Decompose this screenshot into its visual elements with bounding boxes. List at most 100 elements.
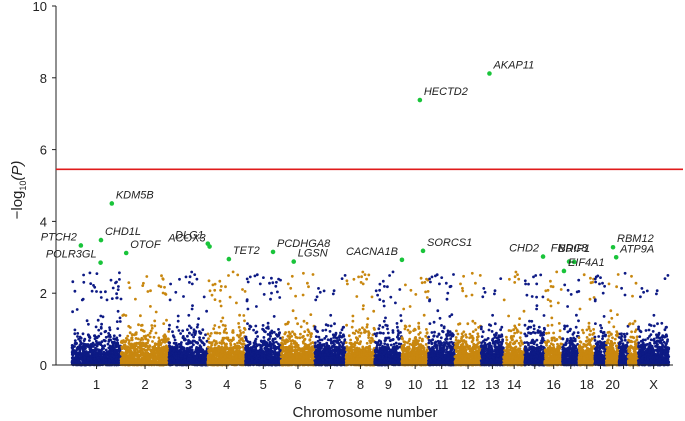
snp-point xyxy=(134,331,138,335)
snp-point xyxy=(264,359,268,363)
snp-point xyxy=(220,350,224,354)
snp-point xyxy=(163,357,167,361)
snp-point xyxy=(230,350,233,354)
snp-point xyxy=(261,324,265,327)
snp-point xyxy=(151,340,154,343)
snp-point xyxy=(241,358,245,362)
snp-point xyxy=(150,326,154,330)
snp-point xyxy=(99,325,103,329)
snp-point xyxy=(211,360,215,363)
snp-point xyxy=(238,353,242,357)
snp-point xyxy=(169,345,173,349)
snp-point xyxy=(301,335,305,339)
snp-point xyxy=(95,272,99,275)
snp-point xyxy=(269,297,272,301)
snp-point xyxy=(175,359,179,363)
snp-point xyxy=(169,282,173,286)
snp-point xyxy=(97,334,101,338)
snp-point xyxy=(241,288,244,291)
snp-point xyxy=(173,346,177,349)
snp-point xyxy=(274,284,278,288)
snp-point xyxy=(196,323,200,326)
snp-point xyxy=(299,332,302,336)
snp-point xyxy=(71,345,75,349)
chromosome-3-snps xyxy=(167,270,210,367)
snp-point xyxy=(111,286,115,290)
snp-point xyxy=(238,313,242,317)
snp-point xyxy=(185,342,189,346)
chromosome-5-snps xyxy=(244,273,283,367)
snp-point xyxy=(102,354,106,358)
snp-point xyxy=(191,304,194,307)
snp-point xyxy=(274,358,278,362)
snp-point xyxy=(252,344,256,347)
snp-point xyxy=(120,339,124,343)
snp-point xyxy=(95,344,99,348)
snp-point xyxy=(210,293,214,297)
snp-point xyxy=(188,331,191,335)
snp-point xyxy=(230,339,234,343)
snp-point xyxy=(204,333,207,337)
snp-point xyxy=(187,313,191,317)
snp-point xyxy=(167,330,171,333)
snp-point xyxy=(108,359,112,363)
snp-point xyxy=(127,324,131,328)
snp-point xyxy=(121,314,125,317)
snp-point xyxy=(244,335,248,339)
snp-point xyxy=(107,332,110,335)
snp-point xyxy=(94,346,97,350)
snp-point xyxy=(82,273,85,277)
snp-point xyxy=(262,276,265,279)
snp-point xyxy=(90,350,94,354)
snp-point xyxy=(123,353,126,356)
snp-point xyxy=(88,335,91,338)
snp-point xyxy=(212,356,216,359)
snp-point xyxy=(211,283,215,287)
snp-point xyxy=(104,335,108,339)
snp-point xyxy=(242,339,246,343)
snp-point xyxy=(215,361,219,365)
snp-point xyxy=(151,348,155,352)
snp-point xyxy=(161,360,165,364)
snp-point xyxy=(309,342,313,345)
snp-point xyxy=(273,355,276,358)
snp-point xyxy=(243,326,246,330)
snp-point xyxy=(127,281,131,284)
snp-point xyxy=(149,329,153,333)
snp-point xyxy=(157,284,161,288)
snp-point xyxy=(171,357,174,360)
snp-point xyxy=(240,337,244,340)
snp-point xyxy=(261,361,265,365)
snp-point xyxy=(286,282,290,286)
snp-point xyxy=(207,279,211,283)
snp-point xyxy=(213,324,217,327)
snp-point xyxy=(118,320,122,323)
snp-point xyxy=(256,335,259,338)
snp-point xyxy=(222,341,226,345)
snp-point xyxy=(248,275,252,279)
snp-point xyxy=(262,339,266,343)
snp-point xyxy=(176,319,180,323)
snp-point xyxy=(250,352,254,356)
snp-point xyxy=(114,358,118,361)
snp-point xyxy=(119,297,123,301)
snp-point xyxy=(271,281,275,285)
snp-point xyxy=(137,323,140,327)
chromosome-2-snps xyxy=(119,274,171,367)
snp-point xyxy=(193,356,197,360)
snp-point xyxy=(186,328,189,332)
snp-point xyxy=(224,285,227,289)
snp-point xyxy=(231,336,235,340)
snp-point xyxy=(148,348,152,351)
snp-point xyxy=(115,292,118,296)
snp-point xyxy=(277,328,280,331)
snp-point xyxy=(139,342,142,346)
snp-point xyxy=(202,358,205,361)
snp-point xyxy=(193,350,197,354)
snp-point xyxy=(236,359,240,362)
snp-point xyxy=(288,332,292,336)
snp-point xyxy=(107,338,111,342)
snp-point xyxy=(100,356,104,359)
snp-point xyxy=(221,316,225,320)
